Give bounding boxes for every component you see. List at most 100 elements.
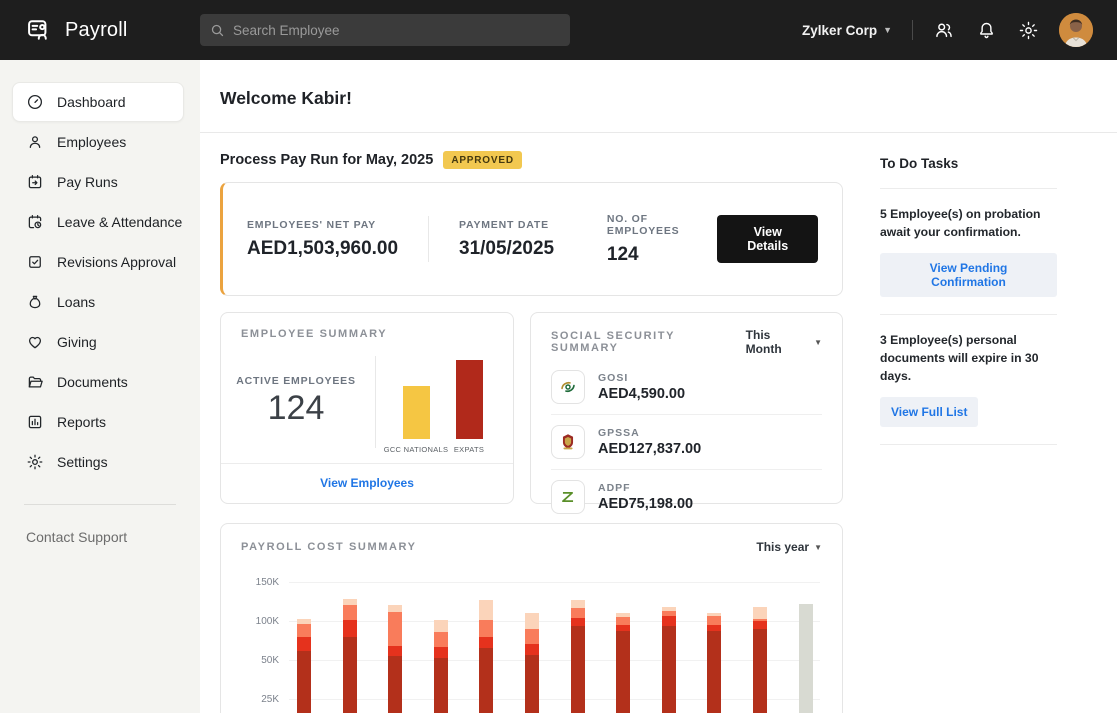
bar-segment (388, 605, 402, 612)
sidebar-item-label: Settings (57, 454, 108, 470)
bar-segment (434, 620, 448, 632)
sidebar-item-documents[interactable]: Documents (0, 362, 200, 402)
todo-task-text: 5 Employee(s) on probation await your co… (880, 207, 1041, 239)
social-security-title: SOCIAL SECURITY SUMMARY (551, 330, 675, 354)
dashboard-gauge-icon (26, 93, 44, 111)
payroll-bar-placeholder (799, 603, 813, 713)
users-icon[interactable] (933, 19, 955, 41)
employee-count-field: NO. OF EMPLOYEES 124 (607, 213, 718, 266)
chevron-down-icon: ▼ (883, 25, 892, 35)
bar-segment (571, 599, 585, 608)
gosi-row: GOSI AED4,590.00 (551, 360, 822, 414)
sidebar-item-reports[interactable]: Reports (0, 402, 200, 442)
y-axis-tick-label: 50K (261, 655, 279, 666)
payroll-bar (525, 613, 539, 713)
sidebar-item-pay-runs[interactable]: Pay Runs (0, 162, 200, 202)
topbar-divider (912, 20, 913, 40)
settings-gear-icon[interactable] (1017, 19, 1039, 41)
payroll-bar (707, 613, 721, 713)
todo-divider (880, 444, 1057, 446)
sidebar-item-revisions-approval[interactable]: Revisions Approval (0, 242, 200, 282)
bar-segment (479, 599, 493, 621)
notifications-bell-icon[interactable] (975, 19, 997, 41)
view-pending-confirmation-button[interactable]: View Pending Confirmation (880, 253, 1057, 298)
search-input[interactable] (233, 22, 560, 38)
calendar-arrow-icon (26, 173, 44, 191)
gcc-nationals-label: GCC NATIONALS (383, 444, 449, 454)
bar-segment (707, 615, 721, 625)
todo-task-documents: 3 Employee(s) personal documents will ex… (880, 332, 1057, 428)
gosi-logo (551, 370, 585, 404)
bar-segment (388, 656, 402, 713)
todo-divider (880, 188, 1057, 189)
gpssa-name: GPSSA (598, 427, 640, 439)
bar-segment (753, 628, 767, 713)
active-employees-label: ACTIVE EMPLOYEES (236, 375, 356, 387)
employee-summary-chart: GCC NATIONALS EXPATS (383, 347, 499, 457)
view-full-list-button[interactable]: View Full List (880, 397, 979, 428)
contact-support-link[interactable]: Contact Support (26, 529, 128, 545)
topbar: Payroll Zylker Corp ▼ (0, 0, 1117, 60)
app-logo: Payroll (24, 15, 200, 45)
bar-segment (707, 631, 721, 713)
bar-segment (799, 603, 813, 713)
bar-segment (662, 610, 676, 616)
bar-segment (571, 607, 585, 618)
employee-search[interactable] (200, 14, 570, 46)
payment-date-label: PAYMENT DATE (459, 218, 549, 231)
bar-segment (525, 613, 539, 629)
view-details-button[interactable]: View Details (717, 215, 818, 263)
bar-segment (753, 618, 767, 621)
bar-segment (343, 637, 357, 713)
payroll-bar (753, 606, 767, 713)
sidebar-item-leave-attendance[interactable]: Leave & Attendance (0, 202, 200, 242)
bar-segment (571, 626, 585, 713)
bar-segment (707, 613, 721, 616)
sidebar-item-label: Documents (57, 374, 128, 390)
approved-status-badge: APPROVED (443, 151, 522, 169)
sidebar-item-employees[interactable]: Employees (0, 122, 200, 162)
bar-segment (297, 619, 311, 625)
net-pay-field: EMPLOYEES' NET PAY AED1,503,960.00 (247, 219, 398, 260)
sidebar-item-giving[interactable]: Giving (0, 322, 200, 362)
payroll-logo-icon (24, 15, 54, 45)
bar-segment (707, 624, 721, 632)
org-switcher[interactable]: Zylker Corp ▼ (802, 23, 892, 38)
payroll-bar (343, 599, 357, 713)
period-value: This year (756, 540, 810, 554)
sidebar-item-label: Dashboard (57, 94, 126, 110)
user-avatar[interactable] (1059, 13, 1093, 47)
sidebar-item-loans[interactable]: Loans (0, 282, 200, 322)
calendar-clock-icon (26, 213, 44, 231)
adpf-logo (551, 480, 585, 514)
gosi-name: GOSI (598, 372, 629, 384)
bar-segment (616, 631, 630, 713)
main-content: Welcome Kabir! Process Pay Run for May, … (200, 60, 1117, 713)
payroll-bar (388, 605, 402, 713)
sidebar-item-settings[interactable]: Settings (0, 442, 200, 482)
payroll-cost-period-select[interactable]: This year ▼ (756, 540, 822, 554)
gosi-amount: AED4,590.00 (598, 386, 686, 402)
employee-count-value: 124 (606, 243, 639, 265)
bar-segment (616, 624, 630, 632)
sidebar-item-dashboard[interactable]: Dashboard (12, 82, 184, 122)
payment-date-value: 31/05/2025 (459, 237, 555, 259)
bar-segment (434, 631, 448, 647)
clipboard-check-icon (26, 253, 44, 271)
social-security-period-select[interactable]: This Month ▼ (746, 328, 822, 356)
payroll-cost-card: PAYROLL COST SUMMARY This year ▼ 150K 100… (220, 523, 843, 713)
chevron-down-icon: ▼ (814, 337, 822, 347)
employee-summary-card: EMPLOYEE SUMMARY ACTIVE EMPLOYEES 124 (220, 312, 514, 504)
gridline (289, 582, 820, 583)
app-name: Payroll (65, 18, 128, 41)
bar-segment (662, 626, 676, 713)
gridline (289, 660, 820, 661)
payroll-bar (616, 613, 630, 713)
bar-segment (753, 620, 767, 629)
gear-icon (26, 453, 44, 471)
bar-chart-icon (26, 413, 44, 431)
bar-segment (434, 658, 448, 713)
gpssa-amount: AED127,837.00 (598, 441, 702, 457)
view-employees-link[interactable]: View Employees (320, 476, 414, 490)
vertical-divider (375, 355, 376, 448)
